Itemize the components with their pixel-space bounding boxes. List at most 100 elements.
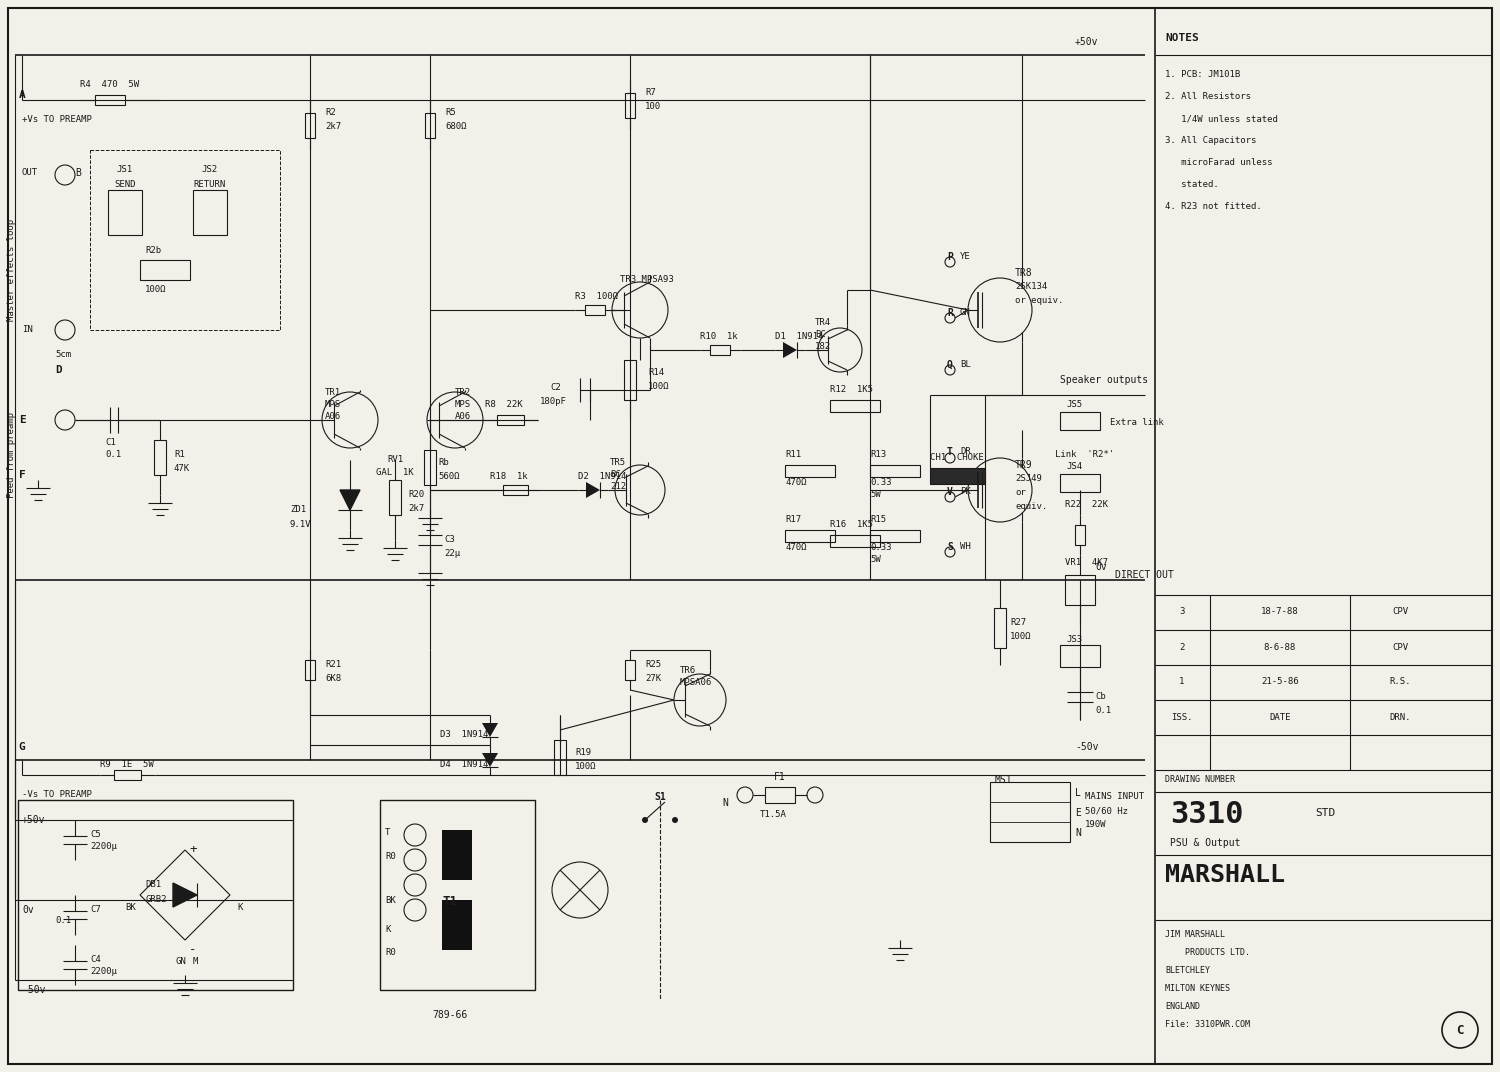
Text: MS1: MS1 <box>994 775 1012 785</box>
Text: R20: R20 <box>408 490 424 498</box>
Text: GRB2: GRB2 <box>146 895 166 904</box>
Text: ISS.: ISS. <box>1172 713 1192 721</box>
Text: 2: 2 <box>1179 642 1185 652</box>
Text: 680Ω: 680Ω <box>446 122 466 131</box>
Bar <box>710 345 730 355</box>
Text: MARSHALL: MARSHALL <box>1166 863 1286 887</box>
Text: GAL  1K: GAL 1K <box>376 468 414 477</box>
Text: CPV: CPV <box>1392 642 1408 652</box>
Text: P: P <box>946 252 952 262</box>
Bar <box>304 660 315 680</box>
Bar <box>388 480 400 515</box>
Bar <box>1076 525 1084 545</box>
Text: E: E <box>18 415 26 425</box>
Text: N: N <box>722 798 728 808</box>
Bar <box>442 900 472 950</box>
Text: TR8: TR8 <box>1016 268 1032 278</box>
Bar <box>830 400 880 412</box>
Text: D4  1N914: D4 1N914 <box>440 760 489 769</box>
Bar <box>424 113 435 137</box>
Text: F1: F1 <box>774 772 786 781</box>
Text: Master effects loop: Master effects loop <box>8 219 16 321</box>
Text: 182: 182 <box>815 342 831 351</box>
Text: stated.: stated. <box>1166 180 1218 189</box>
Bar <box>784 530 836 542</box>
Text: 1/4W unless stated: 1/4W unless stated <box>1166 114 1278 123</box>
Text: 18-7-88: 18-7-88 <box>1262 608 1299 616</box>
Text: MAINS INPUT: MAINS INPUT <box>1084 792 1144 801</box>
Text: 6K8: 6K8 <box>326 674 340 683</box>
Polygon shape <box>482 723 498 738</box>
Bar <box>626 660 634 680</box>
Text: R22  22K: R22 22K <box>1065 500 1108 509</box>
Text: C2: C2 <box>550 383 561 392</box>
Text: 212: 212 <box>610 482 626 491</box>
Text: R.S.: R.S. <box>1389 678 1410 686</box>
Text: STD: STD <box>1316 808 1335 818</box>
Text: C1: C1 <box>105 438 116 447</box>
Text: D3  1N914: D3 1N914 <box>440 730 489 739</box>
Text: R1: R1 <box>174 450 184 459</box>
Text: BK: BK <box>386 896 396 905</box>
Text: PRODUCTS LTD.: PRODUCTS LTD. <box>1166 948 1250 957</box>
Text: RETURN: RETURN <box>194 180 226 189</box>
Text: 3. All Capacitors: 3. All Capacitors <box>1166 136 1257 145</box>
Text: D1  1N914: D1 1N914 <box>776 332 824 341</box>
Text: Extra link: Extra link <box>1110 418 1164 427</box>
Text: R2: R2 <box>326 108 336 117</box>
Text: WH: WH <box>960 542 970 551</box>
Text: -50v: -50v <box>22 985 45 995</box>
Text: Cb: Cb <box>1095 693 1106 701</box>
Text: 100: 100 <box>645 102 662 111</box>
Text: RV1: RV1 <box>387 455 404 464</box>
Text: microFarad unless: microFarad unless <box>1166 158 1272 167</box>
Text: BC: BC <box>610 470 621 479</box>
Text: JS5: JS5 <box>1066 400 1083 410</box>
Text: F: F <box>18 470 26 480</box>
Text: TR9: TR9 <box>1016 460 1032 470</box>
Bar <box>1060 474 1100 492</box>
Text: 789-66: 789-66 <box>432 1010 468 1019</box>
Text: DATE: DATE <box>1269 713 1290 721</box>
Text: 180pF: 180pF <box>540 397 567 406</box>
Text: 0.33: 0.33 <box>870 478 891 487</box>
Text: TR4: TR4 <box>815 318 831 327</box>
Text: 4. R23 not fitted.: 4. R23 not fitted. <box>1166 202 1262 211</box>
Text: T1: T1 <box>442 895 458 908</box>
Text: MILTON KEYNES: MILTON KEYNES <box>1166 984 1230 993</box>
Bar <box>1060 645 1100 667</box>
Text: 1: 1 <box>1179 678 1185 686</box>
Text: -: - <box>189 943 196 956</box>
Text: R9  1E  5W: R9 1E 5W <box>100 760 153 769</box>
Bar <box>380 800 536 991</box>
Bar <box>90 150 280 330</box>
Circle shape <box>672 817 678 823</box>
Text: C4: C4 <box>90 955 101 964</box>
Text: R8  22K: R8 22K <box>484 400 522 410</box>
Text: TR1: TR1 <box>326 388 340 397</box>
Bar <box>108 190 142 235</box>
Bar <box>140 260 190 280</box>
Text: T: T <box>386 828 390 837</box>
Text: ZD1: ZD1 <box>290 505 306 513</box>
Text: Speaker outputs: Speaker outputs <box>1060 375 1148 385</box>
Text: 0.1: 0.1 <box>105 450 122 459</box>
Text: 5W: 5W <box>870 490 880 498</box>
Text: R10  1k: R10 1k <box>700 332 738 341</box>
Text: A06: A06 <box>326 412 340 421</box>
Text: R0: R0 <box>386 948 396 957</box>
Text: SEND: SEND <box>114 180 135 189</box>
Bar <box>424 450 436 485</box>
Text: 470Ω: 470Ω <box>784 544 807 552</box>
Text: N: N <box>1076 828 1082 838</box>
Text: R21: R21 <box>326 660 340 669</box>
Text: DRN.: DRN. <box>1389 713 1410 721</box>
Bar <box>94 95 124 105</box>
Text: 470Ω: 470Ω <box>784 478 807 487</box>
Text: Feed from preamp: Feed from preamp <box>8 412 16 498</box>
Text: -Vs TO PREAMP: -Vs TO PREAMP <box>22 790 92 799</box>
Bar <box>304 113 315 137</box>
Text: MPS: MPS <box>454 400 471 410</box>
Text: R15: R15 <box>870 515 886 524</box>
Text: D: D <box>56 364 62 375</box>
